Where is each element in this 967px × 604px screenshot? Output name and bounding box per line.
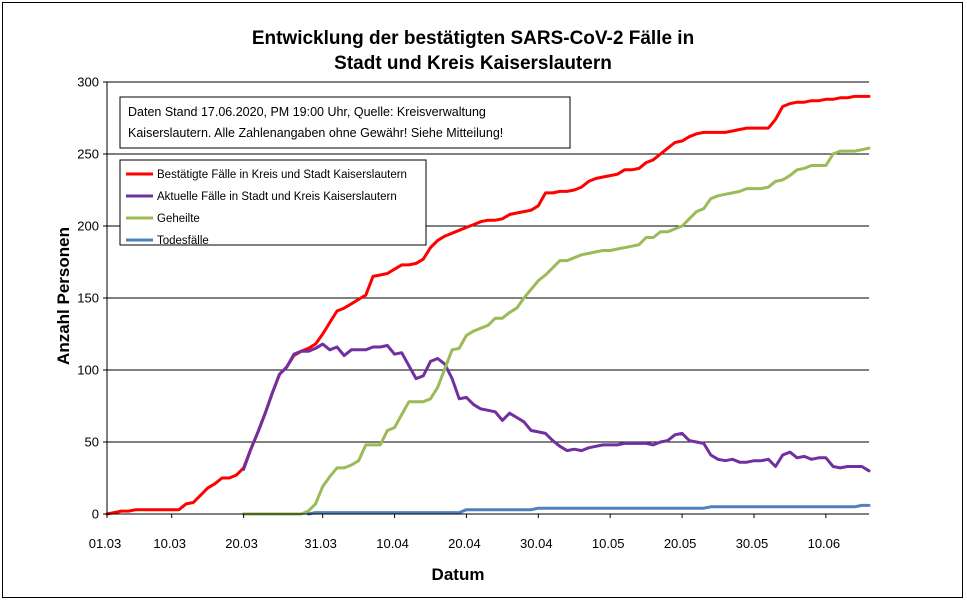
x-tick-label: 20.05 (664, 536, 697, 551)
data-note-border (119, 96, 571, 149)
line-chart: Entwicklung der bestätigten SARS-CoV-2 F… (54, 28, 871, 584)
chart-title-line-1: Entwicklung der bestätigten SARS-CoV-2 F… (252, 28, 694, 49)
x-tick-label: 10.03 (153, 536, 186, 551)
legend-border (119, 159, 427, 246)
legend-label-0: Bestätigte Fälle in Kreis und Stadt Kais… (157, 169, 407, 181)
legend-label-2: Geheilte (157, 213, 200, 225)
x-axis-label: Datum (432, 565, 485, 584)
y-tick-label: 150 (77, 291, 99, 306)
series-line-3 (306, 503, 871, 516)
series-line-1 (242, 342, 871, 473)
data-note-box: Daten Stand 17.06.2020, PM 19:00 Uhr, Qu… (119, 96, 571, 149)
legend-label-1: Aktuelle Fälle in Stadt und Kreis Kaiser… (157, 191, 397, 203)
legend-label-3: Todesfälle (157, 235, 209, 247)
y-tick-label: 50 (85, 435, 99, 450)
series-line-0 (105, 94, 871, 516)
y-tick-label: 300 (77, 75, 99, 90)
x-tick-label: 20.04 (448, 536, 481, 551)
x-tick-label: 10.04 (376, 536, 409, 551)
x-tick-label: 30.05 (736, 536, 769, 551)
y-axis-label: Anzahl Personen (54, 227, 73, 365)
series-group (105, 94, 871, 516)
y-tick-label: 100 (77, 363, 99, 378)
chart-title-line-2: Stadt und Kreis Kaiserslautern (334, 53, 612, 74)
x-tick-label: 30.04 (520, 536, 553, 551)
x-tick-label: 10.05 (592, 536, 625, 551)
y-tick-label: 200 (77, 219, 99, 234)
x-tick-label: 31.03 (304, 536, 337, 551)
legend: Bestätigte Fälle in Kreis und Stadt Kais… (119, 159, 427, 247)
axes: 0 50 100 150 200 250 300 01.03 10.03 20.03 31.03 10… (77, 75, 869, 551)
data-note-line-1: Daten Stand 17.06.2020, PM 19:00 Uhr, Qu… (128, 105, 486, 119)
series-line-2 (242, 146, 871, 516)
y-tick-label: 250 (77, 147, 99, 162)
x-tick-label: 10.06 (808, 536, 841, 551)
data-note-line-2: Kaiserslautern. Alle Zahlenangaben ohne … (128, 126, 503, 140)
y-tick-label: 0 (92, 507, 99, 522)
x-tick-label: 20.03 (225, 536, 258, 551)
x-tick-label: 01.03 (89, 536, 122, 551)
